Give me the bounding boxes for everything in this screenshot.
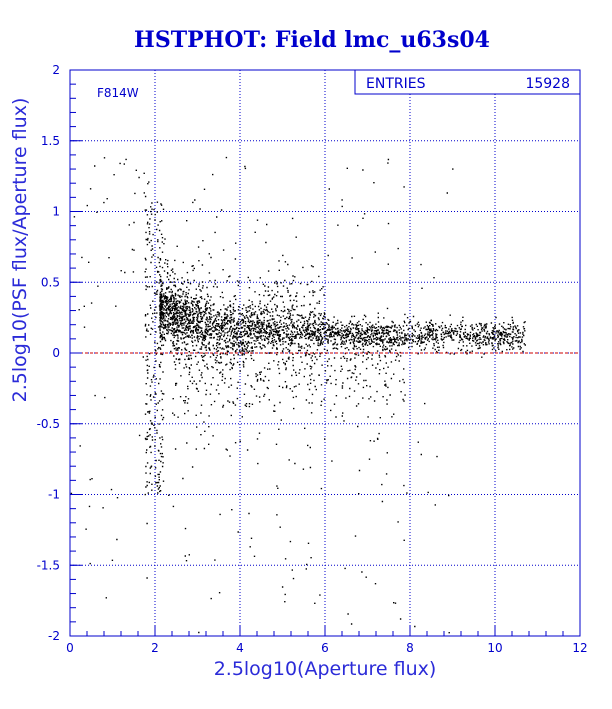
y-tick-label: 0.5 [41,275,60,289]
scatter-point-cloud [70,156,526,634]
y-tick-label: 1.5 [41,134,60,148]
y-tick-label: -1 [48,488,60,502]
axis-ticks [69,69,581,637]
filter-annotation: F814W [97,86,139,100]
y-axis-label: 2.5log10(PSF flux/Aperture flux) [9,98,31,403]
y-tick-label: 1 [52,205,60,219]
x-tick-label: 0 [66,641,74,655]
scatter-points [70,156,526,634]
stats-box-frame [354,69,581,95]
y-tick-label: 2 [52,63,60,77]
stats-box: ENTRIES 15928 [354,69,581,95]
stats-entries-value: 15928 [525,76,570,92]
x-tick-label: 6 [321,641,329,655]
x-tick-labels: 0 2 4 6 8 10 12 [66,641,587,655]
y-tick-label: 0 [52,346,60,360]
x-axis-label: 2.5log10(Aperture flux) [214,658,437,680]
y-tick-label: -1.5 [37,558,60,572]
x-tick-label: 4 [236,641,244,655]
stats-entries-label: ENTRIES [366,76,426,92]
x-tick-label: 2 [151,641,159,655]
y-tick-label: -2 [48,629,60,643]
y-tick-labels: -2 -1.5 -1 -0.5 0 0.5 1 1.5 2 [37,63,60,643]
y-tick-label: -0.5 [37,417,60,431]
chart-title: HSTPHOT: Field lmc_u63s04 [134,27,490,53]
x-tick-label: 12 [572,641,587,655]
x-tick-label: 8 [406,641,414,655]
x-tick-label: 10 [487,641,502,655]
